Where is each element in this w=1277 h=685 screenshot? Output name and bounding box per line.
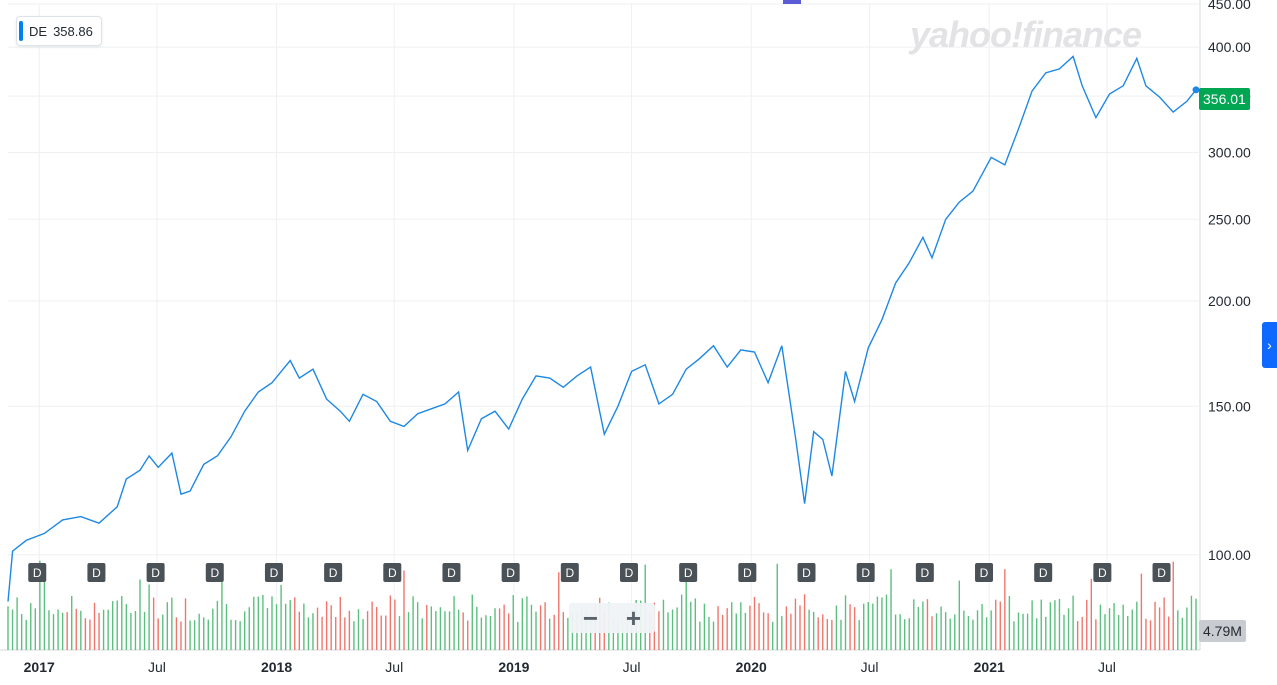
last-price-dot [1192, 86, 1200, 94]
yahoo-finance-logo: yahoo!finance [910, 14, 1142, 55]
x-tick-label: Jul [148, 659, 166, 675]
dividend-marker [442, 563, 461, 582]
dividend-marker [324, 563, 343, 582]
dividend-marker-label: D [506, 566, 515, 580]
dividend-marker-label: D [151, 566, 160, 580]
dividend-marker-label: D [684, 566, 693, 580]
y-tick-label: 250.00 [1208, 211, 1251, 227]
dividend-marker-label: D [33, 566, 42, 580]
dividend-marker [264, 563, 283, 582]
dividend-marker-label: D [1157, 566, 1166, 580]
x-tick-label: Jul [861, 659, 879, 675]
dividend-marker-label: D [388, 566, 397, 580]
x-tick-label: Jul [385, 659, 403, 675]
x-tick-label: Jul [623, 659, 641, 675]
dividend-marker [1152, 563, 1171, 582]
dividend-marker [797, 563, 816, 582]
y-tick-label: 200.00 [1208, 293, 1251, 309]
dividend-marker-label: D [743, 566, 752, 580]
dividend-marker-label: D [565, 566, 574, 580]
dividend-marker [856, 563, 875, 582]
dividend-marker [975, 563, 994, 582]
dividend-marker-label: D [980, 566, 989, 580]
dividend-marker [679, 563, 698, 582]
dividend-marker [28, 563, 47, 582]
dividend-marker [1093, 563, 1112, 582]
range-handle[interactable] [783, 0, 801, 4]
x-tick-label: 2018 [261, 659, 292, 675]
dividend-marker [205, 563, 224, 582]
dividend-marker-label: D [625, 566, 634, 580]
dividend-marker-label: D [861, 566, 870, 580]
dividend-marker [87, 563, 106, 582]
zoom-controls: − + [569, 603, 655, 633]
x-tick-label: 2020 [736, 659, 767, 675]
y-tick-label: 300.00 [1208, 145, 1251, 161]
y-tick-label: 150.00 [1208, 398, 1251, 414]
dividend-marker-label: D [1098, 566, 1107, 580]
dividend-marker [501, 563, 520, 582]
dividend-marker-label: D [921, 566, 930, 580]
zoom-in-button[interactable]: + [625, 603, 642, 633]
x-tick-label: 2021 [974, 659, 1005, 675]
legend-swatch [19, 21, 23, 41]
legend-symbol: DE [29, 23, 48, 39]
zoom-out-button[interactable]: − [582, 603, 599, 633]
x-tick-label: 2019 [498, 659, 529, 675]
dividend-marker-label: D [270, 566, 279, 580]
last-volume-badge: 4.79M [1199, 620, 1246, 642]
dividend-marker-label: D [802, 566, 811, 580]
dividend-marker-label: D [329, 566, 338, 580]
dividend-marker-label: D [447, 566, 456, 580]
dividend-marker-label: D [92, 566, 101, 580]
price-line [7, 55, 1197, 602]
dividend-marker [619, 563, 638, 582]
dividend-marker [146, 563, 165, 582]
dividend-marker-label: D [1039, 566, 1048, 580]
dividend-marker-label: D [210, 566, 219, 580]
y-tick-label: 100.00 [1208, 547, 1251, 563]
y-tick-label: 450.00 [1208, 0, 1251, 12]
dividend-marker [1034, 563, 1053, 582]
y-tick-label: 400.00 [1208, 39, 1251, 55]
x-tick-label: 2017 [24, 659, 55, 675]
chevron-right-icon[interactable]: › [1262, 322, 1277, 368]
series-legend[interactable]: DE 358.86 [16, 16, 102, 46]
dividend-marker [560, 563, 579, 582]
x-tick-label: Jul [1098, 659, 1116, 675]
dividend-marker [383, 563, 402, 582]
dividend-marker [738, 563, 757, 582]
legend-value: 358.86 [53, 23, 93, 39]
dividend-marker [915, 563, 934, 582]
last-price-badge: 356.01 [1199, 88, 1250, 110]
